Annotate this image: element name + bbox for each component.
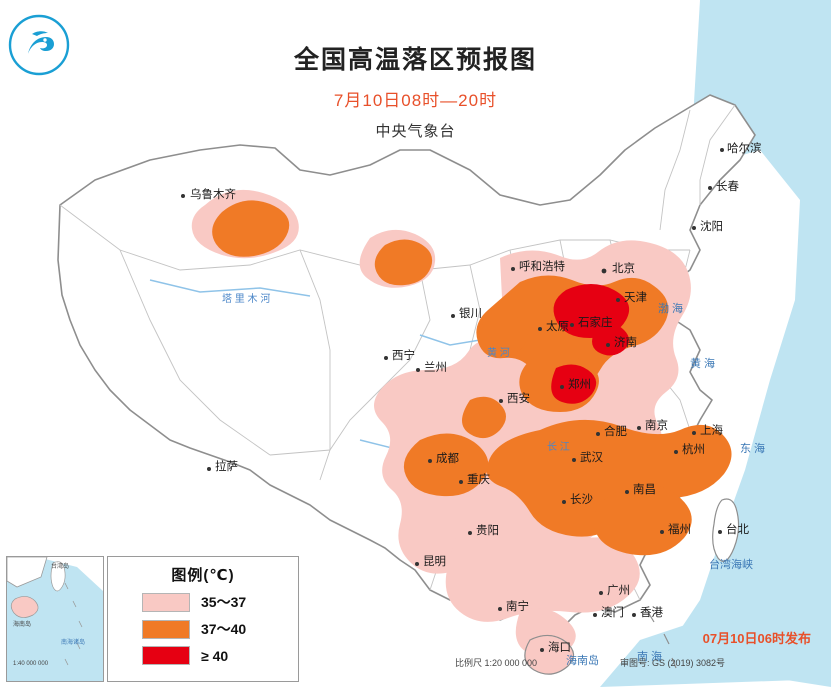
cma-dragon-logo [8, 14, 70, 76]
legend-item-37-40: 37～40 [142, 619, 298, 639]
river-label-2: 塔 里 木 河 [222, 294, 271, 305]
map-scale: 比例尺 1:20 000 000 [455, 658, 538, 668]
city-label-18: 杭州 [682, 444, 705, 456]
city-label-5: 北京 [612, 263, 635, 275]
legend-swatch-37-40 [142, 619, 190, 639]
city-label-8: 太原 [546, 321, 569, 333]
ocean-area [660, 0, 831, 687]
inset-label-hainan: 海南岛 [13, 622, 32, 628]
legend-label-35-37: 35～37 [201, 594, 247, 610]
city-dots [181, 148, 724, 652]
issue-time: 07月10日06时发布 [702, 631, 811, 646]
legend-label-40-plus: ≥ 40 [201, 647, 229, 664]
river-label-1: 长 江 [547, 442, 570, 453]
city-label-23: 长沙 [570, 494, 593, 506]
city-label-31: 澳门 [601, 607, 624, 619]
city-label-11: 西宁 [392, 350, 415, 362]
taiwan-island [712, 498, 740, 562]
city-label-30: 南宁 [506, 601, 529, 613]
city-label-14: 西安 [507, 393, 530, 405]
city-label-10: 济南 [614, 337, 637, 349]
sea-label-0: 黄 海 [690, 358, 716, 370]
city-label-15: 合肥 [604, 426, 627, 438]
city-label-21: 重庆 [467, 474, 490, 486]
sea-label-5: 台湾海峡 [709, 559, 753, 571]
city-label-7: 银川 [459, 308, 482, 320]
city-label-9: 石家庄 [578, 317, 613, 329]
city-label-20: 成都 [436, 453, 459, 465]
sea-label-2: 南 海 [637, 651, 663, 663]
inset-label-taiwan: 台湾岛 [51, 564, 70, 570]
city-label-17: 上海 [700, 425, 723, 437]
south-sea-inset: 台湾岛 海南岛 南海诸岛 1:40 000 000 [6, 556, 104, 682]
inset-label-nanhai: 南海诸岛 [61, 640, 86, 646]
approval-number: 审图号: GS (2019) 3082号 [620, 658, 726, 668]
city-label-24: 拉萨 [215, 461, 238, 473]
city-label-19: 武汉 [580, 452, 603, 464]
city-label-25: 贵阳 [476, 525, 499, 537]
city-label-22: 南昌 [633, 484, 656, 496]
legend-item-40-plus: ≥ 40 [142, 646, 298, 665]
hainan-island [524, 634, 575, 675]
city-label-27: 台北 [726, 524, 749, 536]
city-label-4: 呼和浩特 [519, 261, 565, 273]
legend-label-37-40: 37～40 [201, 621, 247, 637]
ocean-area-2 [600, 620, 800, 687]
city-label-33: 海口 [548, 642, 571, 654]
city-label-32: 香港 [640, 607, 663, 619]
city-label-13: 郑州 [568, 379, 591, 391]
city-label-26: 福州 [668, 524, 691, 536]
city-label-2: 长春 [716, 181, 739, 193]
sea-label-3: 海南岛 [566, 655, 599, 667]
sea-label-1: 东 海 [740, 443, 766, 455]
city-label-16: 南京 [645, 420, 668, 432]
city-label-1: 哈尔滨 [727, 143, 762, 155]
city-label-12: 兰州 [424, 362, 447, 374]
inset-scale: 1:40 000 000 [13, 661, 49, 667]
city-label-28: 昆明 [423, 556, 446, 568]
legend-item-35-37: 35～37 [142, 592, 298, 612]
city-label-3: 沈阳 [700, 221, 723, 233]
legend-title: 图例(℃) [171, 567, 235, 584]
city-label-0: 乌鲁木齐 [190, 189, 236, 201]
legend-swatch-40-plus [142, 646, 190, 665]
city-label-6: 天津 [624, 292, 647, 304]
south-sea-dashes [647, 611, 677, 669]
legend-swatch-35-37 [142, 592, 190, 612]
river-label-0: 黄 河 [487, 348, 510, 359]
legend-panel: 图例(℃) 35～37 37～40 ≥ 40 [107, 556, 299, 682]
city-label-29: 广州 [607, 585, 630, 597]
sea-label-4: 渤 海 [658, 303, 684, 315]
